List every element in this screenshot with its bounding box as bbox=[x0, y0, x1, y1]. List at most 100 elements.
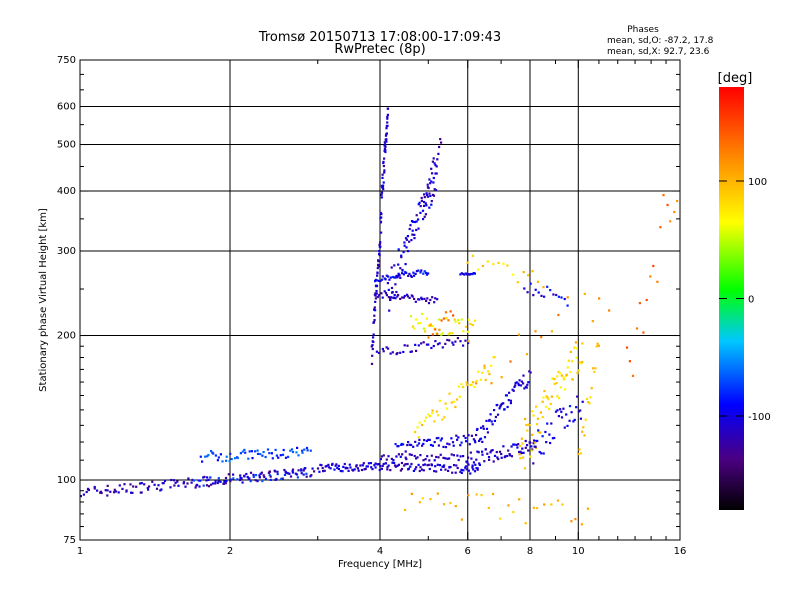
echo-point bbox=[206, 455, 209, 458]
echo-point bbox=[372, 336, 375, 339]
echo-point bbox=[408, 272, 411, 275]
echo-point bbox=[408, 296, 411, 299]
echo-point bbox=[439, 439, 442, 442]
echo-point bbox=[397, 263, 400, 266]
echo-point bbox=[452, 444, 455, 447]
echo-point bbox=[227, 473, 230, 476]
echo-point bbox=[389, 469, 392, 472]
echo-point bbox=[485, 419, 488, 422]
echo-point bbox=[422, 341, 425, 344]
echo-point bbox=[424, 458, 427, 461]
echo-point bbox=[313, 470, 316, 473]
echo-point bbox=[492, 263, 495, 266]
echo-point bbox=[403, 464, 406, 467]
echo-point bbox=[517, 384, 520, 387]
echo-point bbox=[476, 467, 479, 470]
echo-point bbox=[432, 157, 435, 160]
echo-point bbox=[531, 410, 534, 413]
echo-point bbox=[526, 429, 529, 432]
colorbar-label: [deg] bbox=[718, 71, 753, 86]
echo-point bbox=[346, 467, 349, 470]
echo-point bbox=[552, 293, 555, 296]
echo-point bbox=[199, 455, 202, 458]
echo-point bbox=[577, 453, 580, 456]
echo-point bbox=[419, 211, 422, 214]
echo-point bbox=[271, 457, 274, 460]
echo-point bbox=[191, 478, 194, 481]
echo-point bbox=[373, 319, 376, 322]
echo-point bbox=[370, 345, 373, 348]
echo-point bbox=[421, 298, 424, 301]
echo-point bbox=[422, 442, 425, 445]
echo-point bbox=[585, 397, 589, 400]
echo-point bbox=[143, 483, 146, 486]
echo-point bbox=[289, 475, 293, 478]
echo-point bbox=[591, 320, 594, 323]
y-tick-label: 500 bbox=[57, 140, 76, 151]
echo-point bbox=[223, 480, 226, 483]
echo-point bbox=[384, 278, 387, 281]
echo-point bbox=[386, 113, 389, 116]
echo-point bbox=[428, 467, 431, 471]
echo-point bbox=[460, 518, 463, 521]
echo-point bbox=[214, 482, 217, 485]
echo-point bbox=[436, 332, 439, 335]
echo-point bbox=[427, 324, 430, 327]
echo-point bbox=[508, 391, 511, 394]
echo-point bbox=[190, 481, 193, 484]
echo-point bbox=[533, 441, 536, 444]
echo-point bbox=[155, 487, 159, 490]
echo-point bbox=[465, 381, 468, 384]
echo-point bbox=[374, 466, 377, 469]
echo-point bbox=[184, 485, 187, 488]
echo-point bbox=[390, 286, 394, 290]
chart-title: Tromsø 20150713 17:08:00-17:09:43 bbox=[258, 30, 501, 45]
echo-point bbox=[530, 445, 533, 448]
stats-heading: Phases bbox=[627, 25, 659, 35]
echo-point bbox=[530, 449, 533, 452]
echo-point bbox=[427, 186, 430, 190]
echo-point bbox=[478, 463, 481, 466]
echo-point bbox=[203, 475, 206, 478]
echo-point bbox=[452, 314, 455, 317]
echo-point bbox=[428, 178, 431, 181]
echo-point bbox=[445, 407, 449, 410]
echo-point bbox=[481, 264, 484, 268]
echo-point bbox=[595, 345, 598, 348]
echo-point bbox=[560, 410, 563, 413]
echo-point bbox=[557, 295, 560, 298]
echo-point bbox=[525, 353, 529, 356]
echo-point bbox=[473, 470, 477, 473]
x-tick-label: 1 bbox=[77, 546, 83, 557]
echo-point bbox=[373, 306, 376, 309]
echo-point bbox=[415, 457, 418, 460]
echo-point bbox=[484, 378, 487, 382]
echo-point bbox=[574, 518, 577, 521]
echo-point bbox=[389, 296, 392, 300]
echo-point bbox=[427, 438, 430, 441]
y-tick-label: 400 bbox=[57, 186, 76, 197]
echo-point bbox=[375, 279, 379, 282]
echo-point bbox=[202, 484, 205, 487]
echo-point bbox=[590, 387, 593, 390]
echo-point bbox=[486, 452, 489, 455]
echo-point bbox=[106, 489, 109, 492]
echo-point bbox=[497, 261, 500, 264]
echo-point bbox=[408, 240, 411, 243]
echo-point bbox=[407, 250, 410, 253]
echo-point bbox=[300, 472, 303, 475]
echo-point bbox=[374, 280, 377, 283]
echo-point bbox=[415, 466, 418, 469]
echo-point bbox=[555, 293, 558, 297]
echo-point bbox=[424, 213, 427, 216]
echo-point bbox=[521, 456, 525, 459]
echo-point bbox=[385, 127, 388, 130]
echo-point bbox=[327, 466, 331, 469]
echo-point bbox=[250, 450, 253, 453]
echo-point bbox=[384, 143, 387, 146]
echo-point bbox=[394, 465, 398, 468]
echo-point bbox=[431, 325, 434, 328]
echo-point bbox=[407, 274, 410, 277]
echo-point bbox=[276, 470, 279, 473]
echo-point bbox=[279, 454, 282, 457]
